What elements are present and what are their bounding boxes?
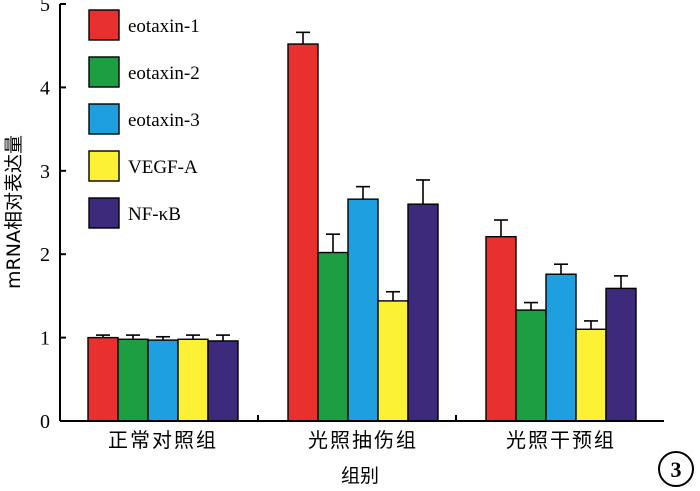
axes-layer: 正常对照组 光照抽伤组 光照干预组 0 1 2 3 4 5: [40, 0, 664, 452]
bar-eotaxin-1-2: [287, 43, 319, 422]
legend-label: eotaxin-1: [128, 16, 200, 37]
bar-nf-b-2: [407, 203, 439, 422]
bar-eotaxin-2-2: [317, 251, 349, 422]
bar-eotaxin-3-3: [545, 273, 577, 422]
y-tick-label: 3: [40, 161, 50, 183]
y-tick-label: 5: [40, 0, 50, 16]
x-tick-label: 光照干预组: [506, 428, 616, 452]
y-tick-label: 1: [40, 328, 50, 350]
legend-label: eotaxin-3: [128, 110, 200, 131]
bar-vegf-a-1: [177, 338, 209, 422]
bar-vegf-a-2: [377, 300, 409, 422]
legend: eotaxin-1 eotaxin-2 eotaxin-3 VEGF-A NF-κB: [88, 9, 200, 229]
bar-vegf-a-3: [575, 328, 607, 422]
y-tick-label: 2: [40, 244, 50, 266]
x-tick-label: 光照抽伤组: [308, 428, 418, 452]
legend-label: VEGF-A: [128, 157, 198, 178]
y-tick-label: 0: [40, 411, 50, 433]
x-tick-label: 正常对照组: [108, 428, 218, 452]
bar-eotaxin-1-1: [87, 336, 119, 422]
legend-swatch: [88, 197, 120, 229]
bar-eotaxin-2-3: [515, 309, 547, 422]
y-axis-title: mRNA相对表达量: [3, 135, 25, 289]
bar-eotaxin-3-2: [347, 198, 379, 422]
bar-nf-b-3: [605, 287, 637, 422]
x-axis-title: 组别: [341, 465, 379, 487]
legend-label: eotaxin-2: [128, 63, 200, 84]
legend-swatch: [88, 9, 120, 41]
bar-nf-b-1: [207, 340, 239, 422]
bars-layer: [87, 31, 637, 422]
bar-eotaxin-3-1: [147, 339, 179, 422]
bar-eotaxin-1-3: [485, 235, 517, 422]
figure-number-badge: 3: [658, 451, 694, 487]
legend-swatch: [88, 56, 120, 88]
legend-swatch: [88, 103, 120, 135]
legend-swatch: [88, 150, 120, 182]
y-tick-label: 4: [40, 77, 50, 99]
figure-number-text: 3: [671, 457, 682, 482]
legend-label: NF-κB: [128, 204, 181, 225]
bar-eotaxin-2-1: [117, 338, 149, 422]
